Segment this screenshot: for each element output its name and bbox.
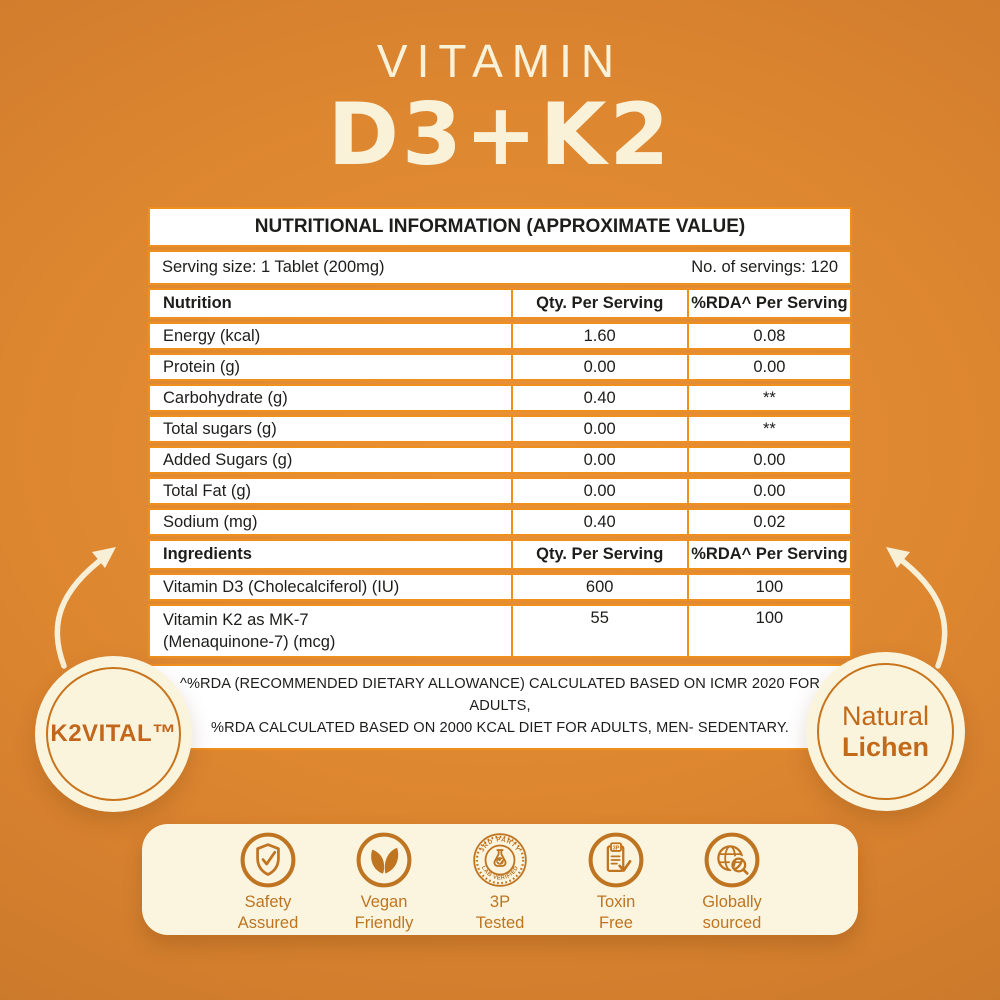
row-qty: 0.40 [510,386,687,410]
table-row: Sodium (mg) 0.40 0.02 [148,508,852,536]
table-row: Total sugars (g) 0.00 ** [148,415,852,443]
serving-row: Serving size: 1 Tablet (200mg) No. of se… [148,250,852,285]
table-row: Vitamin D3 (Cholecalciferol) (IU) 600 10… [148,573,852,601]
feature-label: Toxin Free [596,893,636,932]
table-row: Carbohydrate (g) 0.40 ** [148,384,852,412]
row-rda: 100 [686,606,850,657]
feature-safety-assured: Safety Assured [210,824,326,933]
rda-footnote: ^%RDA (RECOMMENDED DIETARY ALLOWANCE) CA… [148,664,852,750]
col-header-qty: Qty. Per Serving [510,541,687,568]
row-name: Energy (kcal) [163,326,261,345]
row-name-line2: (Menaquinone-7) (mcg) [163,633,336,652]
product-title-line1: VITAMIN [376,35,624,87]
product-title-line2: D3+K2 [327,85,673,185]
row-name: Protein (g) [163,357,241,376]
table-row: Vitamin K2 as MK-7 (Menaquinone-7) (mcg)… [148,604,852,659]
nutrition-panel-heading: NUTRITIONAL INFORMATION (APPROXIMATE VAL… [148,207,852,247]
col-header-ingredients: Ingredients [163,545,252,563]
row-name: Vitamin D3 (Cholecalciferol) (IU) [163,577,400,596]
globe-search-icon [704,832,760,888]
row-qty: 0.00 [510,417,687,441]
row-name: Vitamin K2 as MK-7 (Menaquinone-7) (mcg) [150,606,511,656]
doc-tag-text: 3P [613,846,620,852]
feature-globally-sourced: Globally sourced [674,824,790,933]
row-qty: 0.00 [510,448,687,472]
table-row: Added Sugars (g) 0.00 0.00 [148,446,852,474]
natural-lichen-line2: Lichen [841,731,929,762]
row-name: Sodium (mg) [163,512,258,531]
row-rda: 0.00 [686,448,850,472]
feature-bar: Safety Assured Vegan Friendly [142,824,858,935]
shield-check-icon [240,832,296,888]
table-row: Protein (g) 0.00 0.00 [148,353,852,381]
col-header-nutrition: Nutrition [163,294,232,312]
natural-lichen-line1: Natural [841,701,930,732]
table-row: Energy (kcal) 1.60 0.08 [148,322,852,350]
row-name: Total Fat (g) [163,481,252,500]
feature-3p-tested: 3RD PARTY LAB VERIFIED 3P Tested [442,824,558,933]
row-name-line1: Vitamin K2 as MK-7 [163,611,309,629]
feature-label: Vegan Friendly [354,893,414,932]
vegan-leaves-icon [356,832,412,888]
row-name: Carbohydrate (g) [163,388,288,407]
col-header-rda: %RDA^ Per Serving [686,290,850,317]
row-rda: ** [686,417,850,441]
row-qty: 1.60 [510,324,687,348]
number-of-servings: No. of servings: 120 [691,258,838,276]
natural-lichen-badge: Natural Lichen [806,652,965,811]
table-row: Total Fat (g) 0.00 0.00 [148,477,852,505]
row-qty: 600 [510,575,687,599]
lab-verified-badge-icon: 3RD PARTY LAB VERIFIED [473,833,527,887]
left-curved-arrow [54,547,116,669]
product-title: VITAMIN D3+K2 [0,34,1000,178]
rda-footnote-line2: %RDA CALCULATED BASED ON 2000 KCAL DIET … [211,719,789,736]
serving-size: Serving size: 1 Tablet (200mg) [162,258,385,276]
rda-footnote-line1: ^%RDA (RECOMMENDED DIETARY ALLOWANCE) CA… [180,676,820,714]
row-rda: 100 [686,575,850,599]
row-qty: 0.00 [510,479,687,503]
row-name: Added Sugars (g) [163,450,293,469]
right-curved-arrow [886,547,948,669]
feature-label: Safety Assured [237,893,299,932]
ingredients-header-row: Ingredients Qty. Per Serving %RDA^ Per S… [148,539,852,570]
feature-label: 3P Tested [475,893,525,932]
nutrition-header-row: Nutrition Qty. Per Serving %RDA^ Per Ser… [148,288,852,319]
certificate-check-icon: 3P [588,832,644,888]
row-name: Total sugars (g) [163,419,277,438]
row-rda: 0.08 [686,324,850,348]
col-header-qty: Qty. Per Serving [510,290,687,317]
feature-label: Globally sourced [702,893,762,932]
row-rda: 0.00 [686,479,850,503]
row-rda: 0.00 [686,355,850,379]
row-qty: 55 [510,606,687,657]
col-header-rda: %RDA^ Per Serving [686,541,850,568]
row-qty: 0.40 [510,510,687,534]
row-qty: 0.00 [510,355,687,379]
k2vital-badge: K2VITAL™ [35,656,192,812]
k2vital-badge-label: K2VITAL™ [50,720,177,747]
row-rda: ** [686,386,850,410]
feature-vegan-friendly: Vegan Friendly [326,824,442,933]
feature-toxin-free: 3P Toxin Free [558,824,674,933]
row-rda: 0.02 [686,510,850,534]
nutrition-panel: NUTRITIONAL INFORMATION (APPROXIMATE VAL… [148,207,852,750]
